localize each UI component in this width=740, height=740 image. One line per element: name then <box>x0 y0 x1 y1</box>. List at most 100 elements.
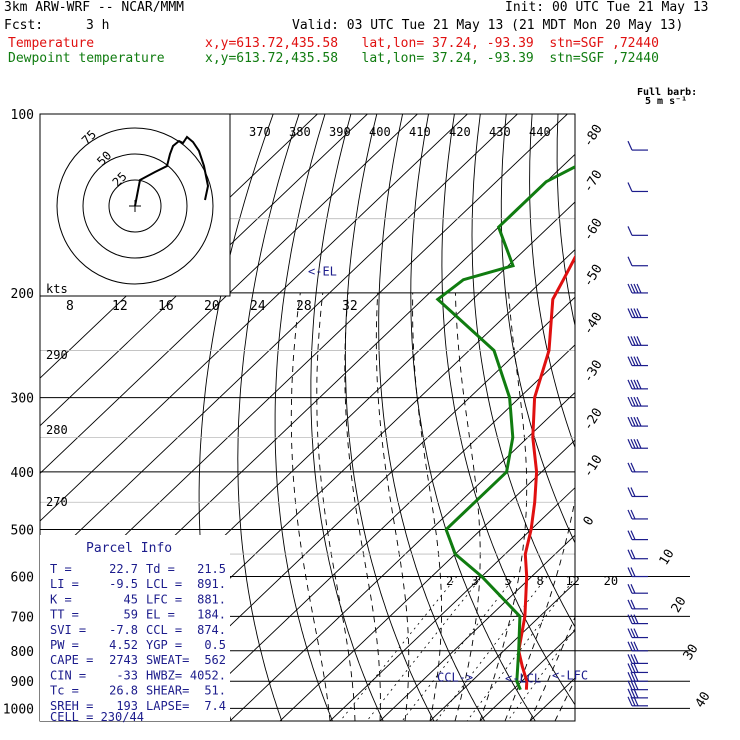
hodograph-speed-label: 20 <box>204 299 220 314</box>
barb-flag <box>636 379 642 390</box>
barb-flag <box>627 696 633 707</box>
pressure-label: 300 <box>11 392 34 407</box>
dry-adiabat <box>274 114 333 721</box>
parcel-value: -9.5 <box>109 577 138 591</box>
theta-e-label: 430 <box>489 125 511 139</box>
pressure-label: 100 <box>11 108 34 123</box>
mixing-ratio-line <box>435 576 548 721</box>
mixing-ratio-lines <box>339 576 575 721</box>
parcel-value: 22.7 <box>109 562 138 576</box>
barb-flag <box>627 680 633 690</box>
isotherm-line <box>429 582 575 721</box>
wind-barb <box>627 182 648 193</box>
barb-flag <box>633 379 639 390</box>
barb-flag <box>627 308 633 318</box>
wind-barb <box>627 256 648 267</box>
barb-flag <box>630 396 636 407</box>
theta-label: 270 <box>46 495 68 509</box>
isotherm-label: -30 <box>581 358 606 386</box>
isotherm-label: -60 <box>581 216 606 244</box>
barb-flag <box>633 396 639 407</box>
hodograph-unit: kts <box>46 282 68 296</box>
hodograph-ring <box>108 179 162 233</box>
dry-adiabat <box>688 114 740 721</box>
barb-flag <box>627 567 633 577</box>
theta-e-label: 400 <box>369 125 391 139</box>
parcel-title: Parcel Info <box>86 541 172 556</box>
dry-adiabat <box>441 114 575 706</box>
moist-adiabat <box>344 292 381 721</box>
parcel-label: Tc = <box>50 684 79 698</box>
wind-barb <box>627 641 648 652</box>
barb-flag <box>633 680 639 690</box>
parcel-label: YGP = <box>146 638 182 652</box>
barb-flag <box>633 356 639 366</box>
barb-flag <box>627 641 633 652</box>
barb-flag <box>633 438 639 449</box>
wind-barb <box>627 599 648 610</box>
barb-flag <box>627 140 633 151</box>
barb-flag <box>630 654 636 664</box>
parcel-value: 21.5 <box>197 562 226 576</box>
theta-e-label: 410 <box>409 125 431 139</box>
parcel-value: 193 <box>116 699 138 713</box>
theta-label: 290 <box>46 348 68 362</box>
wind-barb <box>627 487 648 498</box>
barb-flag <box>627 583 633 594</box>
barb-flag <box>627 283 633 294</box>
barb-flag <box>633 688 639 699</box>
barb-flag <box>627 462 633 473</box>
parcel-label: PW = <box>50 638 79 652</box>
isotherm-line <box>179 344 575 721</box>
pressure-label: 200 <box>11 287 34 302</box>
barb-flag <box>627 256 633 266</box>
moist-adiabat <box>554 678 575 721</box>
parcel-label: K = <box>50 592 72 606</box>
dewpoint-profile <box>435 165 575 691</box>
wind-barb <box>627 308 648 319</box>
barb-flag <box>630 487 636 497</box>
parcel-value: 4.52 <box>109 638 138 652</box>
isotherm-line <box>279 439 575 721</box>
isotherm-label: -80 <box>581 122 606 150</box>
isotherm-label: 10 <box>657 547 678 568</box>
isotherm-line <box>40 114 468 522</box>
barb-flag <box>627 509 633 520</box>
isotherm-line <box>40 114 418 475</box>
barb-flag <box>627 396 633 407</box>
pressure-label: 400 <box>11 466 34 481</box>
wind-barbs <box>627 140 648 707</box>
theta-e-label: 420 <box>449 125 471 139</box>
wind-barb <box>627 226 648 236</box>
barb-flag <box>630 614 636 624</box>
parcel-label: CCL = <box>146 623 182 637</box>
isotherm-line <box>680 114 740 721</box>
mixing-ratio-line <box>366 576 483 721</box>
pressure-label: 800 <box>11 645 34 660</box>
parcel-value: 891. <box>197 577 226 591</box>
dewpoint-legend: Dewpoint temperature <box>8 51 165 66</box>
barb-flag <box>627 379 633 390</box>
isotherm-line <box>40 114 518 570</box>
dry-adiabat <box>344 114 435 721</box>
parcel-label: EL = <box>146 608 175 622</box>
isotherm-label: -50 <box>581 262 606 290</box>
barb-flag <box>633 628 639 638</box>
parcel-info-panel: Parcel Info T = 22.7 Td = 21.5 LI = -9.5 LCL =… <box>40 535 230 724</box>
barb-flag <box>627 336 633 346</box>
dry-adiabat <box>636 114 740 721</box>
hodograph-speed-label: 24 <box>250 299 266 314</box>
barb-flag <box>630 356 636 366</box>
valid-time: Valid: 03 UTC Tue 21 May 13 (21 MDT Mon … <box>292 18 684 33</box>
parcel-value: 2743 <box>109 653 138 667</box>
barb-flag <box>630 308 636 318</box>
plot-frame <box>39 113 576 722</box>
parcel-label: LCL = <box>146 577 182 591</box>
moist-adiabat <box>580 293 740 721</box>
wind-barb <box>627 567 648 578</box>
parcel-label: SHEAR= <box>146 684 189 698</box>
barb-flag <box>630 438 636 449</box>
barb-flag <box>636 438 642 449</box>
